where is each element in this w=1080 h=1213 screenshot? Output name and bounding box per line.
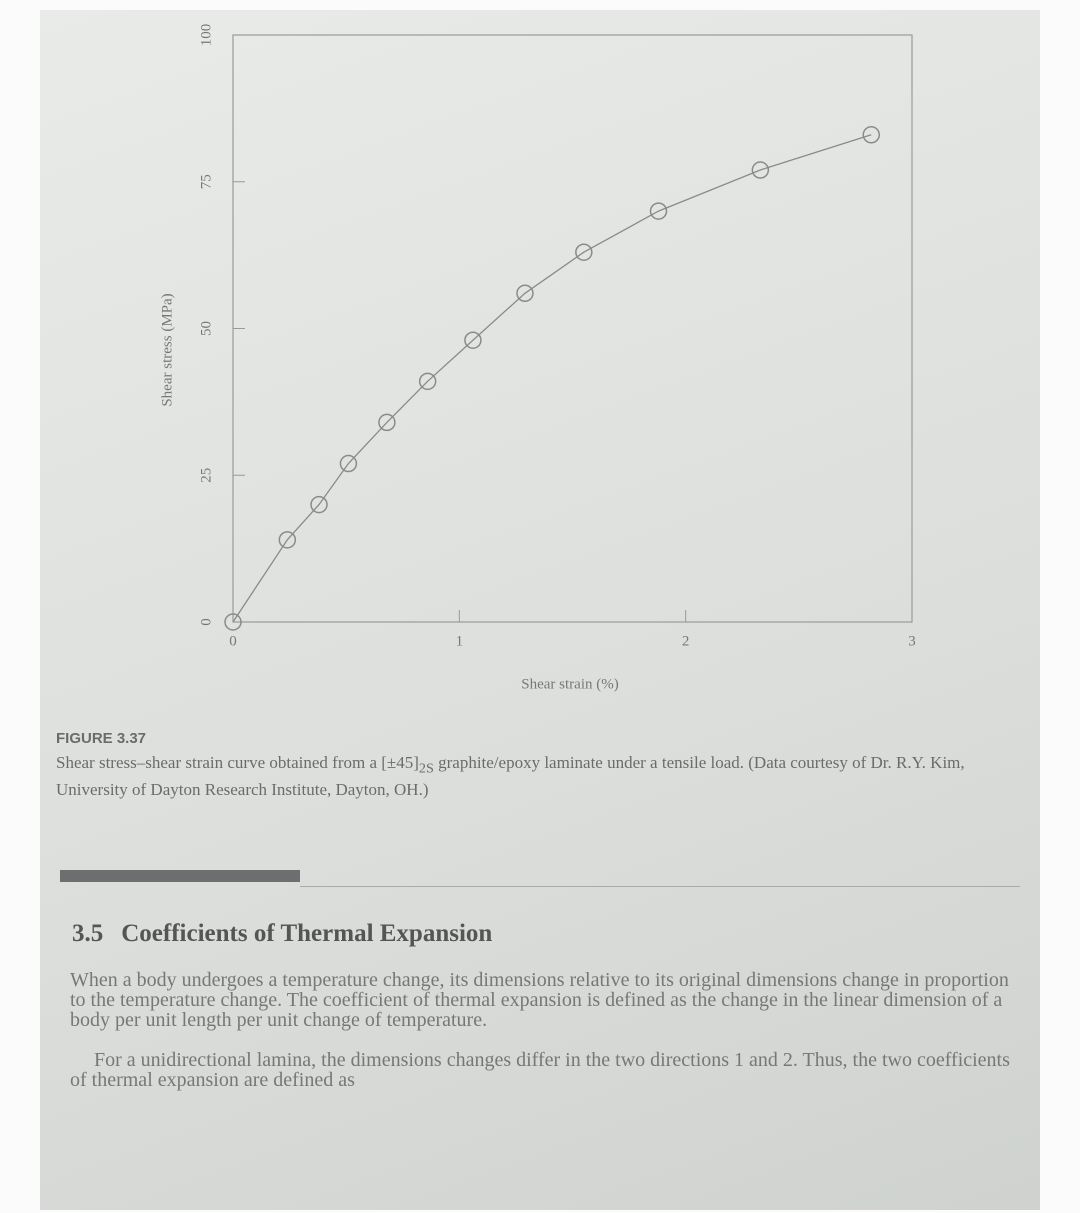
y-tick-label: 0 — [198, 618, 214, 626]
y-axis-label: Shear stress (MPa) — [159, 293, 175, 406]
data-point — [378, 413, 396, 432]
data-point — [751, 161, 770, 179]
book-page: Shear strain (%) Shear stress (MPa) 0 25 5… — [40, 10, 1040, 1210]
x-tick-label: 0 — [229, 633, 237, 649]
caption-subscript: 2S — [418, 760, 434, 777]
x-tick-label: 1 — [456, 633, 464, 649]
figure-label: FIGURE 3.37 — [56, 730, 147, 747]
paragraph: For a unidirectional lamina, the dimensi… — [70, 1049, 1010, 1091]
data-point — [310, 495, 328, 514]
y-tick-label: 100 — [198, 24, 214, 47]
data-point — [464, 331, 482, 349]
caption-text: graphite/epoxy laminate under a tensile … — [56, 753, 965, 800]
data-point — [575, 243, 593, 261]
x-axis-label: Shear strain (%) — [521, 676, 618, 692]
data-point — [418, 372, 437, 391]
figure-caption: Shear stress–shear strain curve obtained… — [56, 752, 1026, 800]
section-number: 3.5 — [72, 920, 104, 947]
x-tick-label: 3 — [908, 633, 916, 649]
data-point — [224, 613, 242, 631]
section-heading: 3.5 Coefficients of Thermal Expansion — [72, 920, 510, 948]
data-point — [516, 284, 534, 303]
data-point — [649, 202, 668, 220]
caption-text: Shear stress–shear strain curve obtained… — [56, 753, 419, 772]
y-tick-label: 50 — [198, 321, 214, 336]
data-point — [862, 126, 881, 144]
data-point — [278, 531, 297, 549]
plot-frame — [232, 34, 913, 623]
section-rule — [300, 886, 1020, 887]
x-tick-label: 2 — [682, 633, 690, 649]
section-rule — [60, 870, 300, 882]
section-title: Coefficients of Thermal Expansion — [121, 920, 493, 947]
curve — [232, 134, 872, 623]
chart: Shear strain (%) Shear stress (MPa) 0 25 5… — [159, 24, 916, 693]
data-point — [339, 454, 358, 473]
paragraph: When a body undergoes a temperature chan… — [70, 969, 1009, 1031]
y-tick-label: 75 — [198, 174, 214, 189]
y-tick-label: 25 — [198, 468, 214, 483]
